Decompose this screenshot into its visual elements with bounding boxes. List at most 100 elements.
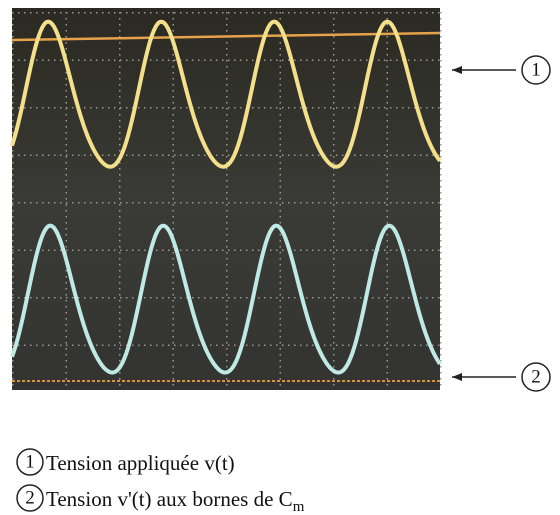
grid-dot [226,306,228,308]
grid-dot [414,12,416,14]
grid-dot [36,107,38,109]
grid-dot [390,12,392,14]
grid-dot [65,300,67,302]
grid-dot [348,344,350,346]
grid-dot [226,288,228,290]
grid-dot [234,59,236,61]
grid-dot [386,150,388,152]
grid-dot [90,297,92,299]
grid-dot [126,249,128,251]
grid-dot [24,297,26,299]
grid-dot [386,246,388,248]
grid-dot [306,202,308,204]
grid-dot [65,246,67,248]
grid-dot [386,30,388,32]
grid-dot [126,202,128,204]
grid-dot [342,12,344,14]
grid-dot [228,344,230,346]
grid-dot [119,150,121,152]
grid-dot [440,348,442,350]
grid-dot [440,84,442,86]
grid-dot [276,107,278,109]
grid-dot [180,297,182,299]
grid-dot [226,168,228,170]
grid-dot [132,59,134,61]
grid-dot [294,12,296,14]
grid-dot [330,344,332,346]
grid-dot [386,114,388,116]
grid-dot [440,132,442,134]
grid-dot [330,154,332,156]
grid-dot [386,282,388,284]
grid-dot [438,344,440,346]
grid-dot [138,344,140,346]
grid-dot [144,249,146,251]
grid-dot [386,42,388,44]
grid-dot [378,107,380,109]
grid-dot [270,59,272,61]
grid-dot [65,348,67,350]
grid-dot [96,297,98,299]
waveform-2 [10,223,442,375]
grid-dot [408,59,410,61]
grid-dot [282,297,284,299]
grid-dot [119,336,121,338]
grid-dot [65,354,67,356]
grid-dot [440,192,442,194]
legend-text-2-subscript: m [293,499,305,515]
grid-dot [65,360,67,362]
grid-dot [333,222,335,224]
grid-dot [386,36,388,38]
grid-dot [414,59,416,61]
grid-dot [306,59,308,61]
grid-dot [360,344,362,346]
grid-dot [333,138,335,140]
grid-dot [126,344,128,346]
grid-dot [30,344,32,346]
grid-dot [336,12,338,14]
grid-dot [119,42,121,44]
grid-dot [390,107,392,109]
grid-dot [12,120,14,122]
grid-dot [270,154,272,156]
grid-dot [279,174,281,176]
grid-dot [279,318,281,320]
grid-dot [258,249,260,251]
grid-dot [294,297,296,299]
grid-dot [440,234,442,236]
grid-dot [162,154,164,156]
grid-dot [396,12,398,14]
grid-dot [226,30,228,32]
grid-dot [172,120,174,122]
grid-dot [96,59,98,61]
grid-dot [440,306,442,308]
grid-dot [226,234,228,236]
grid-dot [120,12,122,14]
grid-dot [282,202,284,204]
grid-dot [333,42,335,44]
grid-dot [414,344,416,346]
grid-dot [386,330,388,332]
grid-dot [408,249,410,251]
grid-dot [216,154,218,156]
grid-dot [96,107,98,109]
grid-dot [30,297,32,299]
grid-dot [90,107,92,109]
grid-dot [386,204,388,206]
grid-dot [294,107,296,109]
grid-dot [119,384,121,386]
legend-text-2-main: Tension v'(t) aux bornes de C [46,487,293,511]
grid-dot [333,348,335,350]
grid-dot [12,312,14,314]
grid-dot [279,384,281,386]
grid-dot [226,228,228,230]
grid-dot [279,258,281,260]
grid-dot [440,90,442,92]
grid-dot [386,240,388,242]
grid-dot [386,78,388,80]
grid-dot [420,297,422,299]
grid-dot [144,202,146,204]
grid-dot [226,258,228,260]
grid-dot [333,102,335,104]
grid-dot [65,138,67,140]
